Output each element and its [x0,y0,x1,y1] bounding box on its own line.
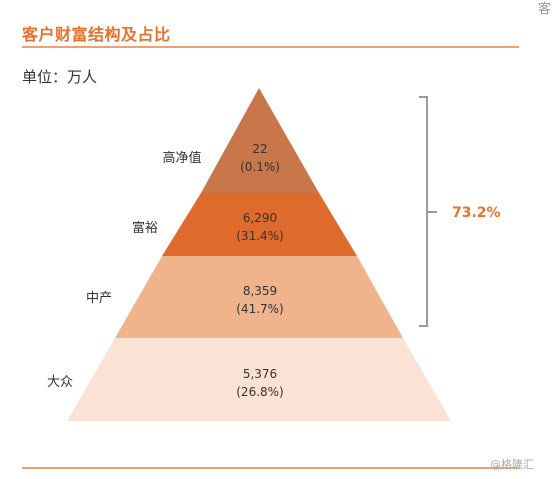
watermark-text: @格隆汇 [490,458,534,471]
tier-mass-label: 大众 [47,375,73,390]
tier-rich-label: 富裕 [132,220,158,236]
tier-mass-percent: (26.8%) [236,385,283,399]
unit-label: 单位：万人 [22,68,98,86]
tier-middle-percent: (41.7%) [236,302,283,316]
tier-top-value: 22 [252,142,267,156]
bracket-percent: 73.2% [452,205,501,221]
bottom-divider [22,467,519,469]
tier-rich-percent: (31.4%) [236,229,283,243]
chart-title: 客户财富结构及占比 [22,25,171,44]
tier-mass-shape [67,338,451,421]
tier-top-shape [201,88,319,193]
tier-middle-label: 中产 [86,291,112,306]
title-divider [22,46,519,48]
tier-top-percent: (0.1%) [240,160,280,174]
tier-rich-shape [162,193,357,256]
bracket-line [419,96,428,327]
tier-mass-value: 5,376 [243,367,277,381]
tier-top-label: 高净值 [162,150,201,166]
tier-rich-value: 6,290 [243,211,277,225]
corner-fragment-text: 客 [538,2,552,17]
tier-middle-value: 8,359 [243,284,277,298]
tier-middle-shape [115,256,403,338]
